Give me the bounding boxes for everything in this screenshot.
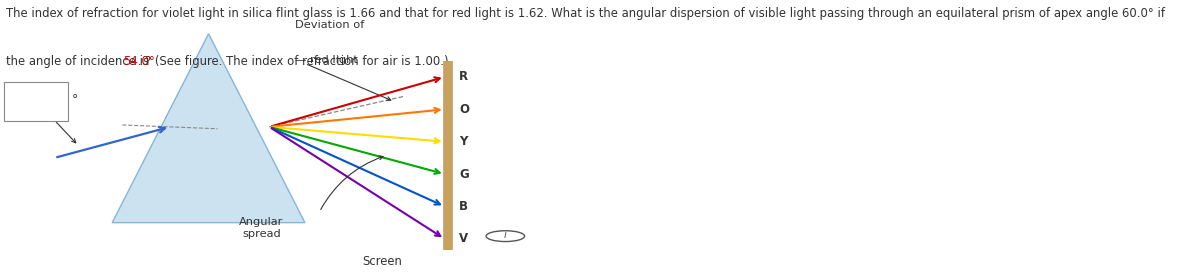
Text: O: O <box>460 103 469 116</box>
Text: 54.0°: 54.0° <box>122 55 155 68</box>
Text: Screen: Screen <box>362 255 402 268</box>
Text: i: i <box>504 230 506 240</box>
FancyBboxPatch shape <box>5 82 68 121</box>
Text: the angle of incidence is: the angle of incidence is <box>6 55 152 68</box>
Text: Deviation of: Deviation of <box>295 20 365 30</box>
Text: V: V <box>460 232 468 245</box>
Text: R: R <box>460 70 468 84</box>
Text: G: G <box>460 168 469 180</box>
Text: — red light: — red light <box>295 55 358 65</box>
Text: Angular
spread: Angular spread <box>239 217 283 239</box>
Text: ? (See figure. The index of refraction for air is 1.00.): ? (See figure. The index of refraction f… <box>145 55 449 68</box>
Polygon shape <box>112 34 305 223</box>
Text: Visible
light: Visible light <box>14 99 52 120</box>
Text: Y: Y <box>460 135 468 148</box>
Text: The index of refraction for violet light in silica flint glass is 1.66 and that : The index of refraction for violet light… <box>6 7 1165 20</box>
Text: °: ° <box>72 93 78 106</box>
Text: B: B <box>460 200 468 213</box>
